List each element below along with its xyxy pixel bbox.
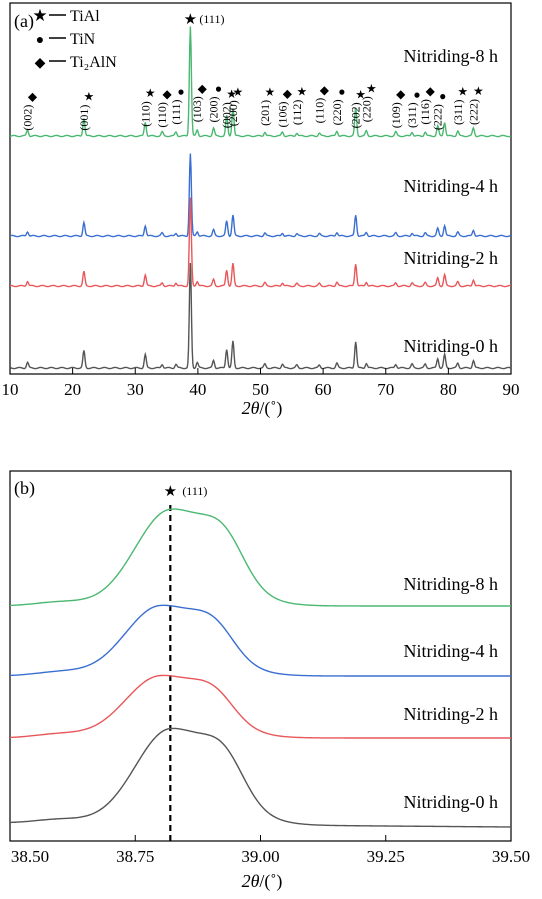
x-tick-label: 39.25 xyxy=(367,847,405,866)
peak-label: (110) xyxy=(138,101,152,127)
peak-marker: ◆ xyxy=(320,83,330,97)
x-tick-label: 38.50 xyxy=(11,847,49,866)
peak-marker: ★ xyxy=(473,84,484,98)
panel-b-x-axis: 38.50 38.75 39.00 39.25 39.50 xyxy=(9,835,530,866)
peak-marker: ★ xyxy=(355,87,366,101)
series-label: Nitriding-8 h xyxy=(404,46,499,66)
peak-marker: ◆ xyxy=(163,87,173,101)
panel-b-label: (b) xyxy=(14,478,35,499)
peak-label: (001) xyxy=(77,105,91,131)
series-line xyxy=(9,153,512,238)
series-line xyxy=(9,604,511,677)
peak-label: (109) xyxy=(389,102,403,128)
peak-label: (202) xyxy=(349,102,363,128)
legend: ★ TiAl ● TiN ◆ Ti₂AlN xyxy=(32,6,117,71)
series-label: Nitriding-4 h xyxy=(404,641,499,661)
x-tick-label: 60 xyxy=(315,380,332,399)
series-line xyxy=(9,197,512,288)
peak-marker: ★ xyxy=(145,86,156,100)
peak-labels: ◆(002)★(001)★(110)◆(110)●(111)★ (111)◆(10… xyxy=(21,12,484,131)
panel-a-label: (a) xyxy=(14,11,34,32)
peak-label: (200) xyxy=(226,100,240,126)
x-tick-label: 39.50 xyxy=(492,847,530,866)
x-tick-label: 39.00 xyxy=(241,847,279,866)
peak-marker: ◆ xyxy=(396,87,406,101)
peak-label: (311) xyxy=(451,99,465,125)
legend-entry: TiAl xyxy=(70,8,100,25)
series-line xyxy=(9,674,511,739)
peak-label: (002) xyxy=(220,102,234,128)
peak-marker: ● xyxy=(215,82,222,96)
peak-marker: ● xyxy=(439,89,446,103)
peak-label: (111) xyxy=(199,12,224,26)
series-line xyxy=(9,508,511,607)
series-label: Nitriding-4 h xyxy=(404,176,499,196)
peak-label: (106) xyxy=(275,102,289,128)
peak-marker: ◆ xyxy=(198,81,208,95)
panel-b-x-axis-title: 2θ/(˚) xyxy=(242,871,283,892)
peak-label: (200) xyxy=(207,97,221,123)
series-label: Nitriding-8 h xyxy=(404,574,499,594)
peak-label: (201) xyxy=(258,100,272,126)
x-tick-label: 40 xyxy=(189,380,206,399)
peak-marker: ★ xyxy=(184,12,197,28)
peak-marker: ★ xyxy=(84,90,95,104)
peak-marker: ● xyxy=(413,87,420,101)
x-tick-label: 90 xyxy=(503,380,520,399)
series-label: Nitriding-0 h xyxy=(404,792,499,812)
legend-marker: ● xyxy=(36,33,44,48)
peak-marker: ★ xyxy=(296,85,307,99)
peak-marker: ◆ xyxy=(28,90,38,104)
x-tick-label: 10 xyxy=(2,380,19,399)
peak-label: (110) xyxy=(155,102,169,128)
peak-label: (222) xyxy=(431,104,445,130)
peak-marker: ★ xyxy=(226,87,237,101)
x-tick-label: 80 xyxy=(440,380,457,399)
panel-a-series: Nitriding-8 h Nitriding-4 h Nitriding-2 h N… xyxy=(9,26,512,370)
peak-label: (111) xyxy=(169,100,183,125)
x-tick-label: 20 xyxy=(64,380,81,399)
peak-marker: ● xyxy=(177,85,184,99)
panel-a-x-axis: 10 20 30 40 50 60 70 80 90 xyxy=(2,368,520,399)
peak-label: (002) xyxy=(21,105,35,131)
series-label: Nitriding-0 h xyxy=(404,336,499,356)
peak-label: (112) xyxy=(290,100,304,126)
legend-entry: Ti₂AlN xyxy=(70,54,117,71)
reference-marker-label: (111) xyxy=(182,484,207,498)
peak-label: (220) xyxy=(330,99,344,125)
legend-entry: TiN xyxy=(70,31,96,48)
peak-label: (220) xyxy=(359,96,373,122)
peak-marker: ★ xyxy=(366,81,377,95)
x-tick-label: 30 xyxy=(127,380,144,399)
peak-label: (103) xyxy=(190,96,204,122)
x-tick-label: 70 xyxy=(377,380,394,399)
legend-marker: ◆ xyxy=(35,56,46,71)
peak-label: (311) xyxy=(405,102,419,128)
x-tick-label: 38.75 xyxy=(116,847,154,866)
x-tick-label: 50 xyxy=(252,380,269,399)
series-label: Nitriding-2 h xyxy=(404,248,499,268)
peak-marker: ◆ xyxy=(283,87,293,101)
reference-marker: ★ (111) xyxy=(164,484,207,841)
legend-marker: ★ xyxy=(32,6,47,25)
panel-a: (a) ★ TiAl● TiN◆ Ti₂AlN Nitriding-8 hNitrid… xyxy=(2,2,520,419)
panel-b-series: Nitriding-8 h Nitriding-4 h Nitriding-2 h N… xyxy=(9,508,512,828)
peak-marker: ◆ xyxy=(426,84,436,98)
panel-a-x-axis-title: 2θ/(˚) xyxy=(242,398,283,419)
reference-marker-symbol: ★ xyxy=(164,484,177,500)
peak-label: (222) xyxy=(466,99,480,125)
peak-marker: ★ xyxy=(457,85,468,99)
peak-marker: ★ xyxy=(265,85,276,99)
series-line xyxy=(9,727,512,828)
peak-label: (116) xyxy=(418,99,432,125)
peak-label: (110) xyxy=(312,98,326,124)
series-label: Nitriding-2 h xyxy=(404,704,499,724)
peak-marker: ★ xyxy=(233,85,244,99)
peak-marker: ● xyxy=(338,84,345,98)
series-line xyxy=(9,26,512,138)
